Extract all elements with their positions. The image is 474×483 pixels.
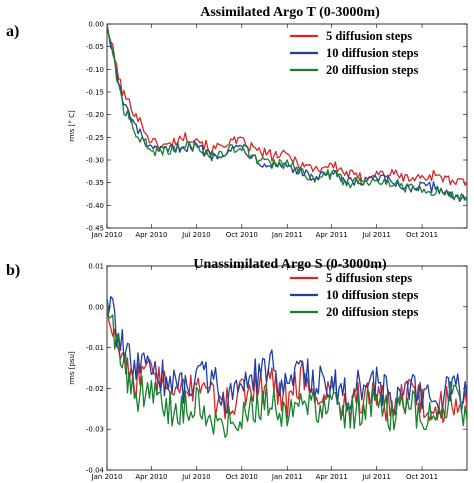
legend-label: 10 diffusion steps [326,46,419,60]
legend-label: 10 diffusion steps [326,288,419,302]
y-tick-label: -0.45 [86,225,104,233]
y-tick-label: -0.05 [86,43,104,51]
y-tick-label: 0.00 [88,303,104,311]
x-tick-label: Jul 2011 [361,473,391,481]
series-line-1 [106,306,468,424]
y-tick-label: -0.30 [86,157,104,165]
x-tick-label: Apr 2011 [316,473,348,481]
x-tick-label: Jan 2011 [271,231,303,239]
series-line-2 [106,296,468,416]
x-tick-label: Oct 2010 [226,473,258,481]
y-tick-label: 0.01 [88,263,104,271]
panel-unassimilated-argo-s: b) Unassimilated Argo S (0-3000m) 0.010.… [6,257,468,481]
legend-label: 20 diffusion steps [326,305,419,319]
legend-label: 20 diffusion steps [326,63,419,77]
y-tick-label: -0.20 [86,111,104,119]
series-lines-b [106,296,468,438]
series-line-1 [106,23,468,186]
y-axis-label-a: rms [° C] [68,110,76,142]
y-tick-label: -0.01 [86,344,104,352]
axes-a: 0.00 -0.05 -0.10 -0.15 -0.20 -0.25 -0.30 -0.35 -… [86,21,467,239]
x-tick-label: Jan 2011 [271,473,303,481]
y-tick-label: -0.03 [86,426,104,434]
y-axis-label-b: rms [psu] [68,351,76,385]
x-tick-label: Jul 2010 [181,473,211,481]
series-line-3 [106,302,468,438]
y-tick-label: -0.02 [86,385,104,393]
y-tick-label: -0.40 [86,202,104,210]
x-tick-label: Oct 2010 [226,231,258,239]
panel-label-a: a) [6,23,19,40]
y-tick-label: -0.35 [86,179,104,187]
x-tick-label: Apr 2010 [135,473,167,481]
panel-label-b: b) [6,262,20,279]
x-tick-label: Apr 2011 [316,231,348,239]
x-tick-label: Jul 2010 [181,231,211,239]
y-tick-label: -0.15 [86,89,104,97]
chart-title-a: Assimilated Argo T (0-3000m) [200,5,380,20]
x-tick-label: Jan 2010 [91,231,123,239]
series-lines-a [106,23,468,203]
y-tick-label: -0.10 [86,66,104,74]
legend-label: 5 diffusion steps [326,271,412,285]
x-tick-label: Jan 2010 [91,473,123,481]
panel-assimilated-argo-t: a) Assimilated Argo T (0-3000m) 0.00 -0.0… [6,5,468,239]
x-tick-label: Oct 2011 [406,473,438,481]
chart-title-b: Unassimilated Argo S (0-3000m) [193,257,387,272]
series-line-3 [106,23,468,201]
y-tick-label: 0.00 [88,21,104,29]
x-tick-label: Oct 2011 [406,231,438,239]
legend-label: 5 diffusion steps [326,29,412,43]
x-tick-label: Apr 2010 [135,231,167,239]
x-tick-label: Jul 2011 [361,231,391,239]
y-tick-label: -0.25 [86,134,104,142]
y-tick-label: -0.04 [86,467,105,475]
legend-b: 5 diffusion steps 10 diffusion steps 20 di… [290,271,419,319]
legend-a: 5 diffusion steps 10 diffusion steps 20 di… [290,29,419,77]
